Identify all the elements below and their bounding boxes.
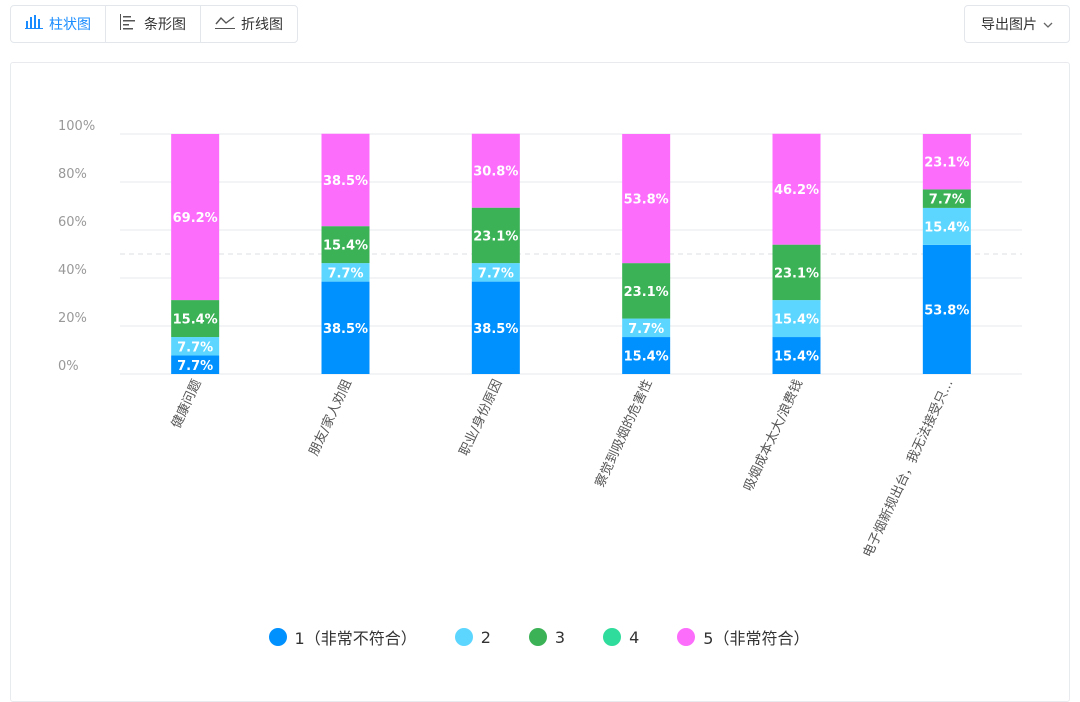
- legend-label: 4: [629, 627, 640, 647]
- data-label: 7.7%: [177, 340, 213, 355]
- bar-segment: [772, 244, 821, 301]
- bar-segment: [471, 207, 520, 264]
- y-tick-label: 40%: [58, 263, 87, 278]
- export-image-button[interactable]: 导出图片: [964, 5, 1070, 43]
- legend-swatch: [268, 628, 287, 646]
- x-category-label: 朋友/家人劝阻: [306, 377, 355, 458]
- data-label: 69.2%: [173, 211, 218, 226]
- bar-segment: [622, 263, 671, 319]
- line-chart-icon: [215, 15, 241, 33]
- bar-segment: [622, 318, 671, 338]
- legend-label: 2: [480, 627, 491, 647]
- legend-item[interactable]: 4: [603, 628, 639, 647]
- bar-chart-icon: [25, 15, 49, 33]
- bar-segment: [772, 337, 821, 374]
- x-category-label: 察觉到吸烟的危害性: [592, 377, 656, 490]
- bar-segment: [321, 226, 370, 264]
- legend-swatch: [454, 628, 473, 646]
- data-label: 15.4%: [924, 220, 969, 235]
- bar-segment: [622, 337, 671, 374]
- export-label: 导出图片: [981, 17, 1037, 33]
- bar-segment: [321, 133, 370, 227]
- legend-swatch: [677, 628, 696, 646]
- bar-segment: [772, 300, 821, 338]
- horizontal-bar-icon: [120, 14, 144, 34]
- data-label: 7.7%: [478, 266, 514, 281]
- y-tick-label: 20%: [58, 311, 87, 326]
- data-label: 30.8%: [473, 165, 518, 180]
- data-label: 38.5%: [473, 322, 518, 337]
- data-label: 15.4%: [624, 350, 669, 365]
- bar-segment: [471, 133, 520, 208]
- legend-item[interactable]: 2: [454, 627, 491, 647]
- x-category-label: 职业/身份原因: [456, 377, 505, 458]
- data-label: 23.1%: [624, 285, 669, 300]
- x-category-label: 吸烟成本太大/浪费钱: [741, 377, 806, 493]
- data-label: 23.1%: [473, 229, 518, 244]
- x-category-label: 健康问题: [168, 377, 204, 431]
- data-label: 23.1%: [924, 156, 969, 171]
- tab-label: 折线图: [241, 17, 283, 33]
- legend-label: 5（非常符合）: [703, 629, 810, 648]
- legend-item[interactable]: 5（非常符合）: [677, 625, 809, 649]
- data-label: 15.4%: [173, 313, 218, 328]
- bar-segment: [171, 300, 220, 338]
- legend-item[interactable]: 1（非常不符合）: [268, 625, 417, 649]
- bar-segment: [471, 281, 520, 374]
- chart-legend: 1（非常不符合） 2 3 4 5（非常符合）: [0, 624, 1080, 650]
- bar-segment: [471, 263, 520, 282]
- data-label: 38.5%: [323, 322, 368, 337]
- data-label: 15.4%: [323, 239, 368, 254]
- legend-label: 1（非常不符合）: [294, 629, 417, 648]
- data-label: 7.7%: [177, 359, 213, 374]
- chart-type-tabs: 柱状图 条形图 折线图: [10, 5, 298, 43]
- y-tick-label: 60%: [58, 215, 87, 230]
- bar-segment: [321, 281, 370, 374]
- x-category-label: 电子烟新规出台，我无法接受只...: [860, 377, 957, 560]
- data-label: 53.8%: [924, 303, 969, 318]
- data-label: 15.4%: [774, 350, 819, 365]
- bar-segment: [622, 134, 671, 264]
- bar-segment: [321, 263, 370, 282]
- data-label: 7.7%: [628, 322, 664, 337]
- data-label: 15.4%: [774, 313, 819, 328]
- tab-line-chart[interactable]: 折线图: [201, 6, 297, 42]
- bar-segment: [772, 133, 821, 245]
- y-tick-label: 80%: [58, 167, 87, 182]
- legend-swatch: [528, 628, 547, 646]
- data-label: 7.7%: [327, 266, 363, 281]
- tab-bar-chart[interactable]: 柱状图: [11, 6, 106, 42]
- bar-segment: [171, 134, 220, 301]
- data-label: 46.2%: [774, 183, 819, 198]
- tab-label: 条形图: [144, 17, 186, 33]
- tab-horizontal-bar-chart[interactable]: 条形图: [106, 6, 201, 42]
- bar-segment: [171, 337, 220, 356]
- bar-segment: [922, 134, 971, 190]
- data-label: 23.1%: [774, 266, 819, 281]
- data-label: 7.7%: [929, 193, 965, 208]
- y-tick-label: 100%: [58, 119, 95, 134]
- legend-label: 3: [554, 627, 566, 647]
- bar-segment: [922, 189, 971, 208]
- bar-segment: [922, 207, 971, 245]
- chevron-down-icon: [1037, 16, 1053, 32]
- data-label: 38.5%: [323, 174, 368, 189]
- tab-label: 柱状图: [49, 17, 91, 33]
- legend-item[interactable]: 3: [528, 627, 566, 647]
- y-tick-label: 0%: [58, 359, 79, 374]
- legend-swatch: [603, 628, 622, 646]
- bar-segment: [922, 244, 971, 374]
- data-label: 53.8%: [624, 193, 669, 208]
- bar-segment: [171, 355, 220, 374]
